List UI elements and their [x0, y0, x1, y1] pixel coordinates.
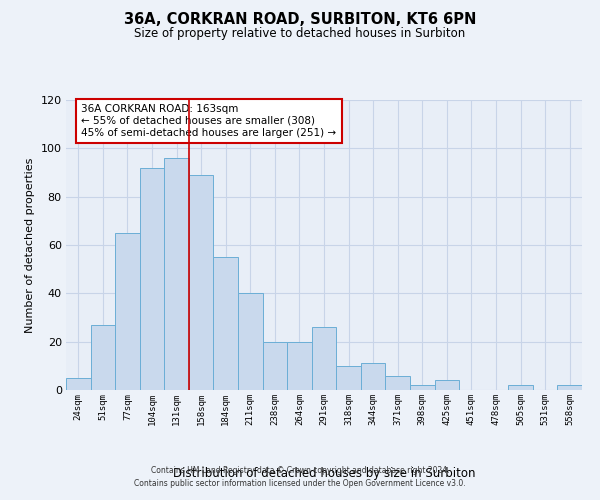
Text: 36A, CORKRAN ROAD, SURBITON, KT6 6PN: 36A, CORKRAN ROAD, SURBITON, KT6 6PN	[124, 12, 476, 28]
Y-axis label: Number of detached properties: Number of detached properties	[25, 158, 35, 332]
Bar	[361, 364, 385, 390]
Bar	[91, 325, 115, 390]
Bar	[238, 294, 263, 390]
Bar	[385, 376, 410, 390]
Bar	[115, 233, 140, 390]
Bar	[189, 175, 214, 390]
Bar	[410, 385, 434, 390]
Text: 36A CORKRAN ROAD: 163sqm
← 55% of detached houses are smaller (308)
45% of semi-: 36A CORKRAN ROAD: 163sqm ← 55% of detach…	[82, 104, 337, 138]
Bar	[66, 378, 91, 390]
Bar	[140, 168, 164, 390]
Text: Contains HM Land Registry data © Crown copyright and database right 2024.
Contai: Contains HM Land Registry data © Crown c…	[134, 466, 466, 487]
Text: Size of property relative to detached houses in Surbiton: Size of property relative to detached ho…	[134, 28, 466, 40]
Bar	[312, 327, 336, 390]
Bar	[287, 342, 312, 390]
Bar	[164, 158, 189, 390]
Bar	[263, 342, 287, 390]
X-axis label: Distribution of detached houses by size in Surbiton: Distribution of detached houses by size …	[173, 466, 475, 479]
Bar	[214, 257, 238, 390]
Bar	[508, 385, 533, 390]
Bar	[434, 380, 459, 390]
Bar	[557, 385, 582, 390]
Bar	[336, 366, 361, 390]
